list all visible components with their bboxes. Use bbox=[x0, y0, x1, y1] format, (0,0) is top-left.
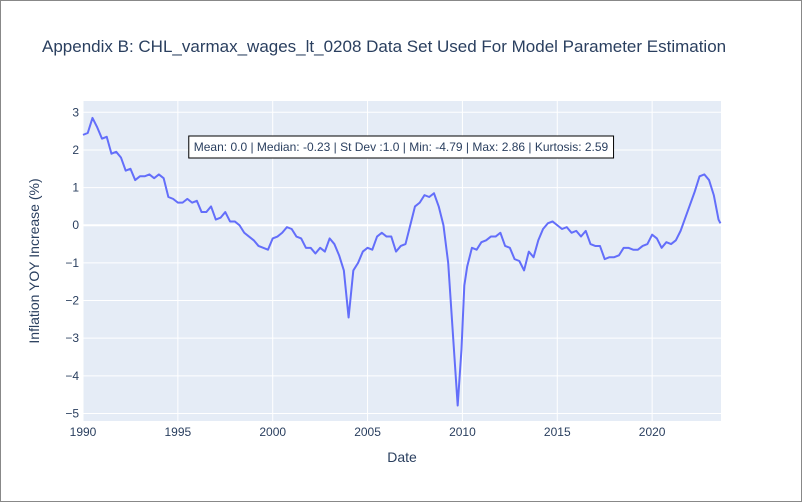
x-tick-label: 2010 bbox=[449, 425, 476, 439]
x-tick-label: 2000 bbox=[259, 425, 286, 439]
chart-title: Appendix B: CHL_varmax_wages_lt_0208 Dat… bbox=[42, 37, 726, 56]
x-axis-label: Date bbox=[387, 449, 417, 465]
y-tick-label: −3 bbox=[65, 331, 79, 345]
y-tick-label: −5 bbox=[65, 406, 79, 420]
annotation-text: Mean: 0.0 | Median: -0.23 | St Dev :1.0 … bbox=[194, 140, 609, 154]
x-tick-label: 1990 bbox=[70, 425, 97, 439]
y-tick-label: 2 bbox=[72, 143, 79, 157]
y-tick-label: −1 bbox=[65, 256, 79, 270]
y-tick-label: −4 bbox=[65, 369, 79, 383]
y-tick-label: 1 bbox=[72, 181, 79, 195]
y-tick-label: 3 bbox=[72, 105, 79, 119]
x-tick-label: 2020 bbox=[639, 425, 666, 439]
y-tick-label: −2 bbox=[65, 294, 79, 308]
x-tick-label: 1995 bbox=[165, 425, 192, 439]
annotation-box bbox=[188, 135, 615, 159]
line-series bbox=[82, 116, 722, 407]
x-tick-label: 2005 bbox=[354, 425, 381, 439]
y-axis-label: Inflation YOY Increase (%) bbox=[26, 178, 42, 343]
x-tick-label: 2015 bbox=[544, 425, 571, 439]
annotation: Mean: 0.0 | Median: -0.23 | St Dev :1.0 … bbox=[188, 135, 615, 159]
y-tick-label: 0 bbox=[72, 218, 79, 232]
